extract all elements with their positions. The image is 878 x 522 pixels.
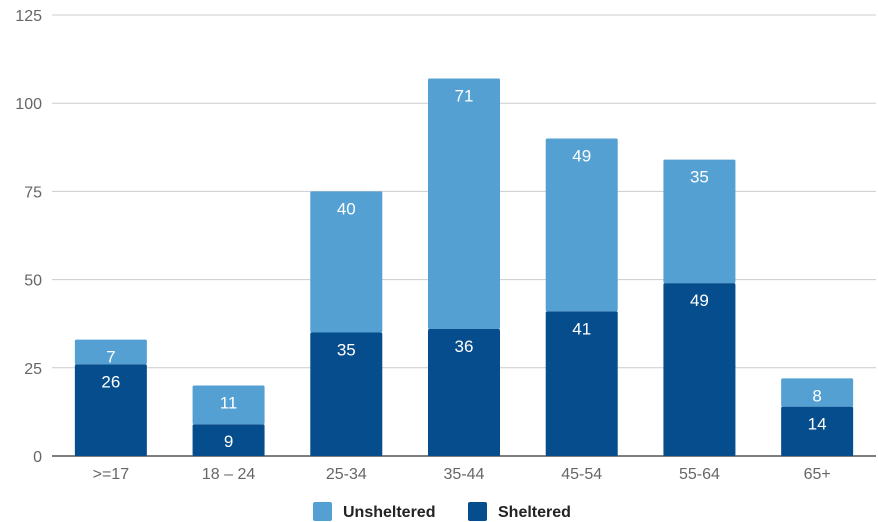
legend-label-unsheltered: Unsheltered bbox=[343, 504, 435, 521]
legend: Unsheltered Sheltered bbox=[313, 502, 571, 521]
legend-swatch-unsheltered bbox=[313, 502, 332, 521]
y-axis-ticks: 0 25 50 75 100 125 bbox=[15, 8, 42, 466]
data-label-sheltered: 26 bbox=[101, 372, 120, 391]
y-tick-label: 50 bbox=[24, 273, 42, 290]
bars: 26 7 9 11 35 40 36 71 41 49 49 35 14 8 bbox=[74, 78, 854, 456]
bar-unsheltered bbox=[663, 159, 736, 284]
data-label-unsheltered: 40 bbox=[337, 199, 356, 218]
data-label-sheltered: 36 bbox=[455, 337, 474, 356]
x-tick-label: 35-44 bbox=[444, 466, 485, 483]
data-label-sheltered: 35 bbox=[337, 341, 356, 360]
data-label-unsheltered: 8 bbox=[812, 386, 821, 405]
data-label-sheltered: 41 bbox=[572, 319, 591, 338]
bar-unsheltered bbox=[74, 339, 147, 365]
x-tick-label: 55-64 bbox=[679, 466, 720, 483]
y-tick-label: 125 bbox=[15, 8, 42, 25]
bar-unsheltered bbox=[192, 385, 265, 425]
y-tick-label: 75 bbox=[24, 184, 42, 201]
data-label-sheltered: 9 bbox=[224, 432, 233, 451]
x-tick-label: 65+ bbox=[804, 466, 831, 483]
legend-label-sheltered: Sheltered bbox=[498, 504, 571, 521]
data-label-unsheltered: 49 bbox=[572, 146, 591, 165]
bar-unsheltered bbox=[310, 191, 383, 333]
data-label-unsheltered: 35 bbox=[690, 168, 709, 187]
bar-sheltered bbox=[781, 406, 854, 456]
bar-sheltered bbox=[310, 332, 383, 456]
x-axis-ticks: >=17 18 – 24 25-34 35-44 45-54 55-64 65+ bbox=[93, 466, 831, 483]
bar-sheltered bbox=[74, 364, 147, 456]
data-label-sheltered: 49 bbox=[690, 291, 709, 310]
bar-sheltered bbox=[663, 283, 736, 456]
x-tick-label: 18 – 24 bbox=[202, 466, 255, 483]
bar-sheltered bbox=[428, 328, 500, 456]
data-label-sheltered: 14 bbox=[808, 415, 827, 434]
bar-unsheltered bbox=[428, 78, 500, 329]
x-tick-label: 45-54 bbox=[561, 466, 602, 483]
legend-swatch-sheltered bbox=[468, 502, 487, 521]
bar-sheltered bbox=[545, 311, 618, 456]
x-tick-label: >=17 bbox=[93, 466, 130, 483]
data-label-unsheltered: 7 bbox=[106, 348, 115, 367]
data-label-unsheltered: 11 bbox=[220, 393, 238, 412]
y-tick-label: 0 bbox=[33, 449, 42, 466]
bar-unsheltered bbox=[781, 378, 854, 407]
data-label-unsheltered: 71 bbox=[455, 87, 474, 106]
bar-unsheltered bbox=[545, 138, 618, 312]
y-tick-label: 100 bbox=[15, 96, 42, 113]
y-tick-label: 25 bbox=[24, 361, 42, 378]
x-tick-label: 25-34 bbox=[326, 466, 367, 483]
bar-sheltered bbox=[192, 424, 265, 456]
